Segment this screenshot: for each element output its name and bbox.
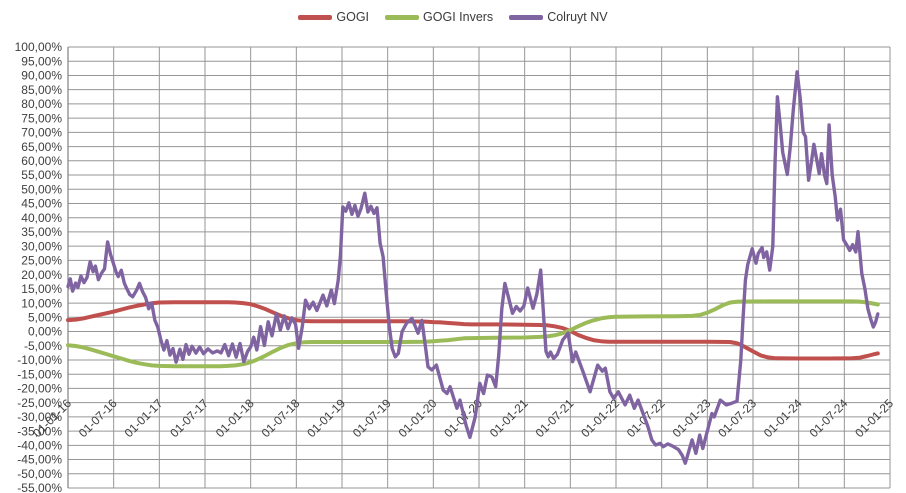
y-tick-label: 45,00% xyxy=(21,197,62,211)
y-tick-label: 55,00% xyxy=(21,168,62,182)
series-line-gogi-invers xyxy=(66,299,880,369)
y-tick-label: 95,00% xyxy=(21,54,62,68)
series-line-gogi xyxy=(66,300,880,361)
y-tick-label: 50,00% xyxy=(21,182,62,196)
y-tick-label: 30,00% xyxy=(21,239,62,253)
y-tick-label: 90,00% xyxy=(21,69,62,83)
y-tick-label: -55,00% xyxy=(17,481,62,493)
y-tick-label: 80,00% xyxy=(21,97,62,111)
y-tick-label: 10,00% xyxy=(21,296,62,310)
series-line-colruyt-nv xyxy=(66,70,880,465)
y-tick-label: -50,00% xyxy=(17,467,62,481)
y-axis-labels: 100,00%95,00%90,00%85,00%80,00%75,00%70,… xyxy=(15,40,63,493)
legend-label-colruyt-nv: Colruyt NV xyxy=(547,10,608,24)
y-tick-label: 70,00% xyxy=(21,126,62,140)
y-tick-label: -45,00% xyxy=(17,453,62,467)
y-tick-label: -25,00% xyxy=(17,396,62,410)
legend-swatch-colruyt-nv xyxy=(509,14,544,20)
y-tick-label: 15,00% xyxy=(21,282,62,296)
y-tick-label: -35,00% xyxy=(17,424,62,438)
y-tick-label: 20,00% xyxy=(21,268,62,282)
legend-label-gogi-invers: GOGI Invers xyxy=(423,10,494,24)
chart-legend: GOGI GOGI Invers Colruyt NV xyxy=(0,10,906,24)
y-tick-label: 100,00% xyxy=(15,40,63,54)
y-tick-label: -5,00% xyxy=(24,339,62,353)
y-tick-label: 5,00% xyxy=(28,310,62,324)
y-tick-label: -20,00% xyxy=(17,382,62,396)
legend-swatch-gogi-invers xyxy=(385,14,420,20)
y-tick-label: -30,00% xyxy=(17,410,62,424)
y-tick-label: 35,00% xyxy=(21,225,62,239)
legend-item-gogi-invers: GOGI Invers xyxy=(385,10,493,24)
y-tick-label: 65,00% xyxy=(21,140,62,154)
legend-label-gogi: GOGI xyxy=(336,10,370,24)
y-tick-label: 60,00% xyxy=(21,154,62,168)
y-tick-label: -15,00% xyxy=(17,367,62,381)
y-tick-label: 40,00% xyxy=(21,211,62,225)
y-tick-label: -40,00% xyxy=(17,439,62,453)
legend-item-colruyt-nv: Colruyt NV xyxy=(509,10,608,24)
y-tick-label: 75,00% xyxy=(21,111,62,125)
y-tick-label: 85,00% xyxy=(21,83,62,97)
legend-swatch-gogi xyxy=(298,14,333,20)
y-tick-label: 25,00% xyxy=(21,254,62,268)
legend-item-gogi: GOGI xyxy=(298,10,369,24)
y-tick-label: -10,00% xyxy=(17,353,62,367)
y-tick-label: 0,00% xyxy=(28,325,62,339)
